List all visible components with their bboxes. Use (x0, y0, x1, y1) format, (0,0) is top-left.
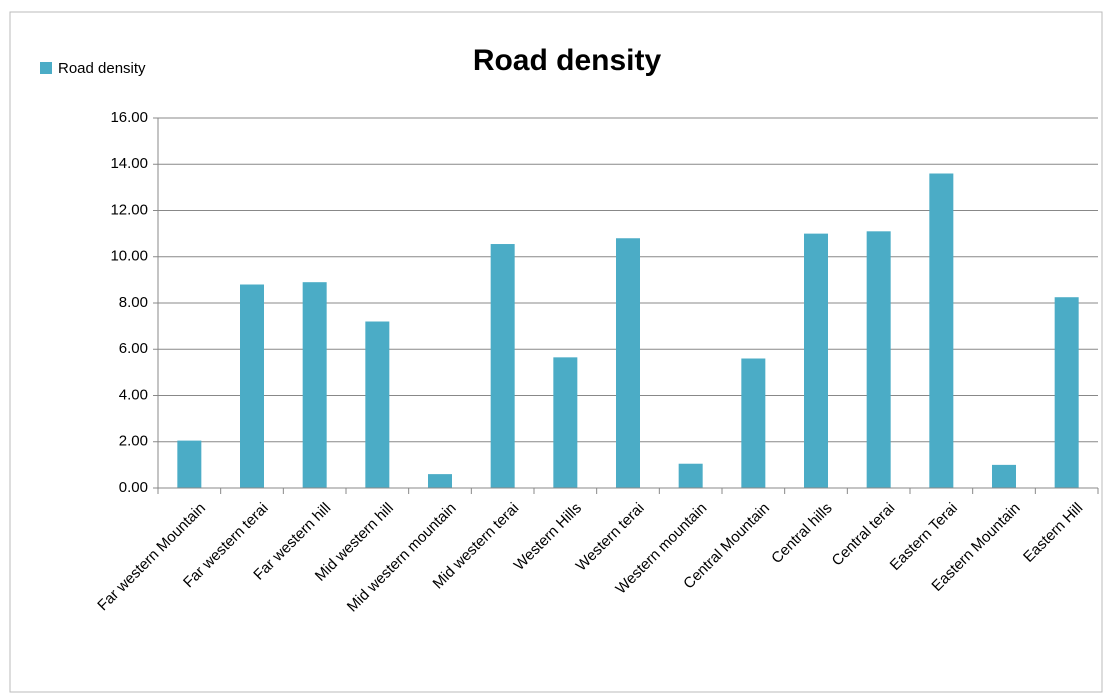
bar (553, 357, 578, 488)
y-tick-label: 16.00 (110, 109, 148, 126)
bar (804, 233, 828, 488)
bar (1054, 297, 1079, 488)
bar (992, 464, 1016, 488)
chart-title: Road density (473, 44, 662, 77)
y-tick-label: 0.00 (119, 479, 148, 496)
legend-swatch (40, 62, 52, 74)
bar (177, 440, 202, 488)
bar (741, 358, 766, 488)
bar (240, 284, 264, 488)
bar (678, 463, 703, 488)
y-tick-label: 6.00 (119, 340, 148, 357)
y-tick-label: 14.00 (110, 155, 148, 172)
bar (428, 474, 452, 488)
bar (929, 173, 954, 488)
y-tick-label: 10.00 (110, 248, 148, 265)
bar (490, 244, 515, 488)
bar (365, 321, 390, 488)
legend-label: Road density (58, 60, 146, 77)
y-tick-label: 2.00 (119, 433, 148, 450)
y-tick-label: 12.00 (110, 201, 148, 218)
y-tick-label: 8.00 (119, 294, 148, 311)
bar (616, 238, 640, 488)
chart-frame (9, 11, 1103, 693)
y-tick-label: 4.00 (119, 386, 148, 403)
bar (866, 231, 891, 488)
bar (302, 282, 327, 488)
